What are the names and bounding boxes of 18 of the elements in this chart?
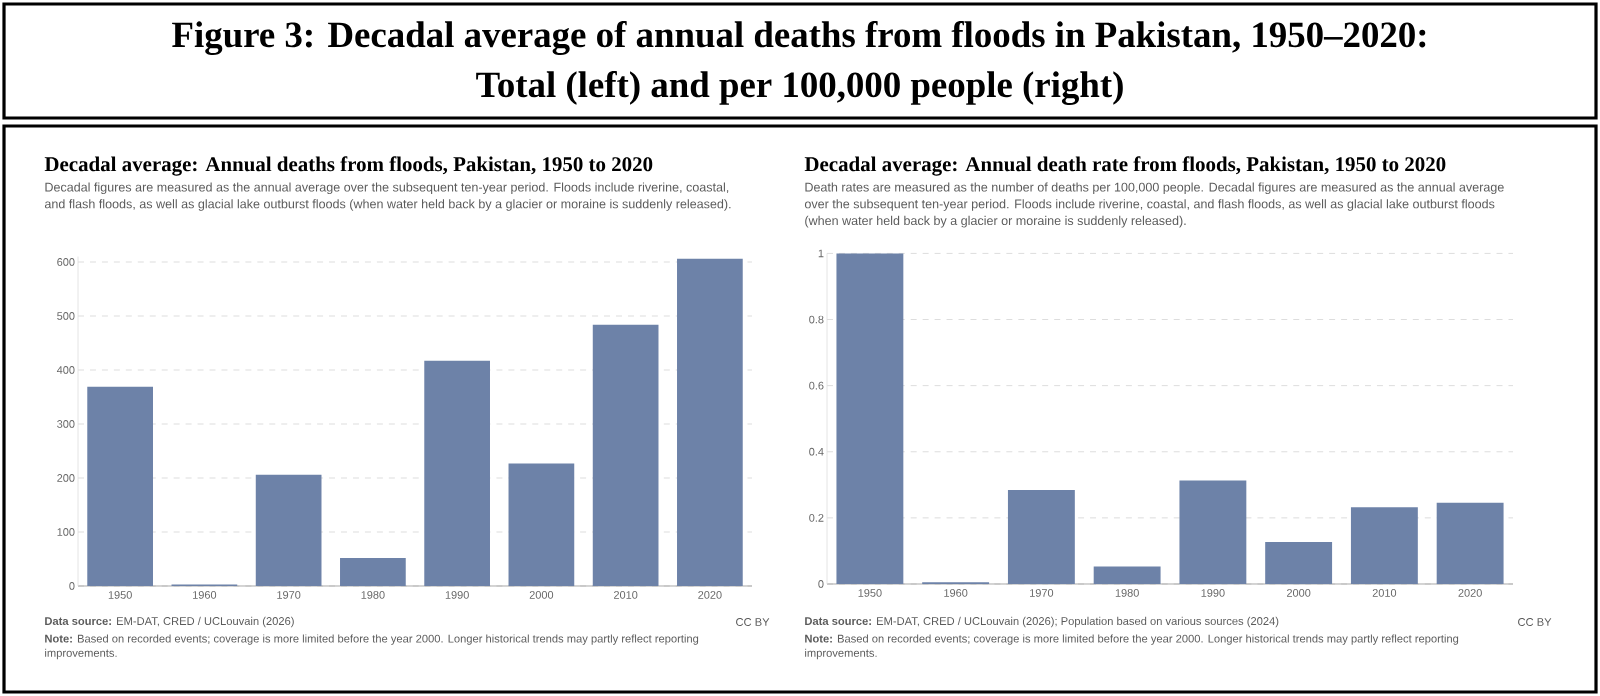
bar xyxy=(1436,502,1504,584)
bar xyxy=(1350,507,1418,584)
bar xyxy=(592,324,659,586)
bar xyxy=(340,557,406,586)
bar xyxy=(508,463,575,586)
bar xyxy=(1179,480,1247,584)
bar xyxy=(677,258,743,586)
bar xyxy=(1265,542,1333,584)
bar xyxy=(1007,490,1075,584)
bar xyxy=(1093,566,1161,584)
bar xyxy=(836,253,904,584)
bar xyxy=(87,386,153,586)
bar xyxy=(424,360,490,586)
text: Total (left) and per 100,000 people (right) xyxy=(476,70,1123,106)
caption: Figure 3: Decadal average of annual deaths from floods in Pakistan, 1950–2020: xyxy=(172,20,1426,56)
chart-title: Decadal average: Annual deaths from floods, Pakistan, 1950 to 2020 xyxy=(44,156,653,176)
bar xyxy=(255,474,322,586)
chart-title: Decadal average: Annual death rate from floods, Pakistan, 1950 to 2020 xyxy=(804,156,1446,176)
